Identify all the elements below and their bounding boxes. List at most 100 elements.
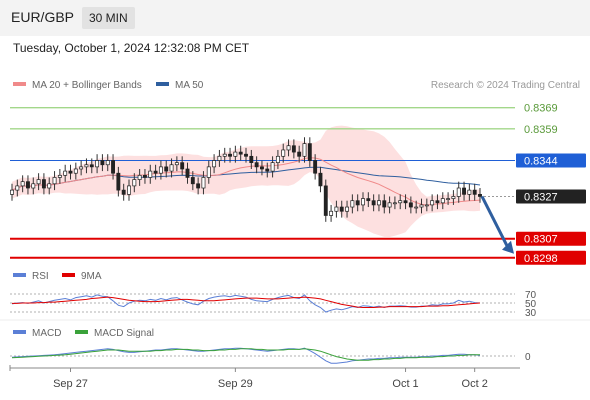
- candle: [57, 174, 62, 178]
- level-tag-4: [516, 231, 586, 246]
- timeframe-badge[interactable]: 30 MIN: [82, 7, 135, 29]
- candle: [318, 172, 323, 187]
- rsi-axis-label: 50: [525, 299, 537, 310]
- candle: [355, 200, 360, 206]
- candle: [10, 189, 14, 195]
- legend-ma20: MA 20 + Bollinger Bands: [13, 80, 142, 91]
- candle: [424, 204, 429, 207]
- candle: [127, 185, 131, 195]
- legend-ma50: MA 50: [156, 80, 203, 91]
- candle: [430, 200, 435, 206]
- legend-rsi: RSI: [13, 271, 49, 282]
- candle: [52, 177, 57, 185]
- legend-macd-signal-label: MACD Signal: [94, 328, 155, 339]
- candle: [36, 179, 41, 185]
- research-credit: Research © 2024 Trading Central: [430, 80, 580, 91]
- candle: [275, 155, 280, 163]
- candle: [121, 189, 126, 195]
- legend-rsi-9ma: 9MA: [62, 271, 102, 282]
- candle: [254, 162, 259, 168]
- candle: [89, 164, 94, 168]
- candle: [158, 166, 163, 174]
- candle: [68, 170, 73, 174]
- candle: [111, 160, 115, 174]
- level-label-2: 0.8344: [524, 156, 558, 168]
- candle: [233, 151, 238, 157]
- legend-ma20-label: MA 20 + Bollinger Bands: [32, 80, 142, 91]
- candle: [228, 153, 232, 157]
- candle: [345, 206, 349, 212]
- rsi-series-9ma: [12, 296, 481, 308]
- forecast-arrow-line: [480, 195, 510, 249]
- candle: [313, 160, 318, 174]
- rsi-axis-label: 70: [525, 290, 537, 301]
- candle: [105, 160, 110, 166]
- level-tag-3: [516, 189, 586, 204]
- ma20-line: [11, 157, 481, 206]
- candle: [286, 145, 291, 151]
- candle: [201, 177, 206, 189]
- legend-macd-signal-swatch: [75, 330, 88, 335]
- candle: [392, 202, 397, 205]
- forecast-arrow-head: [502, 240, 514, 254]
- candle: [467, 189, 472, 195]
- candle: [249, 155, 254, 163]
- candle: [206, 166, 211, 178]
- candle: [478, 194, 482, 197]
- candle: [148, 170, 153, 178]
- candle: [100, 160, 105, 166]
- candle: [222, 153, 227, 157]
- legend-macd-label: MACD: [32, 328, 62, 339]
- timestamp: Tuesday, October 1, 2024 12:32:08 PM CET: [13, 41, 250, 55]
- candle: [291, 145, 296, 153]
- candle: [265, 168, 270, 172]
- candle: [361, 198, 365, 206]
- candle: [387, 202, 392, 208]
- legend-rsi-label: RSI: [32, 271, 49, 282]
- candle: [462, 187, 466, 195]
- candle: [456, 187, 461, 197]
- x-tick-label: Oct 2: [462, 378, 488, 390]
- legend-macd-signal: MACD Signal: [75, 328, 154, 339]
- candle: [440, 198, 445, 204]
- candle: [137, 174, 142, 180]
- candle: [132, 179, 137, 187]
- candle: [270, 162, 275, 172]
- legend-9ma-swatch: [62, 273, 75, 278]
- candle: [217, 155, 222, 161]
- candle: [174, 162, 179, 166]
- candle: [196, 183, 201, 189]
- level-tag-5: [516, 250, 586, 265]
- candle: [47, 183, 52, 189]
- header-bar: EUR/GBP 30 MIN: [0, 0, 590, 36]
- level-tag-2: [516, 153, 586, 168]
- candle: [377, 200, 381, 206]
- candle: [63, 170, 68, 176]
- level-label-0: 0.8369: [524, 103, 558, 115]
- candle: [408, 202, 413, 208]
- candle: [334, 206, 339, 212]
- macd-axis-label: 0: [525, 352, 531, 363]
- legend-ma50-swatch: [156, 82, 169, 87]
- candle: [73, 168, 78, 174]
- candle: [169, 164, 174, 172]
- level-label-4: 0.8307: [524, 234, 558, 246]
- candle: [79, 166, 84, 170]
- level-label-3: 0.8327: [524, 191, 558, 203]
- candle: [260, 166, 264, 170]
- x-tick-label: Sep 29: [218, 378, 253, 390]
- candle: [472, 189, 477, 195]
- candle: [414, 206, 419, 209]
- level-label-5: 0.8298: [524, 253, 558, 265]
- legend-rsi-swatch: [13, 273, 26, 278]
- candle: [26, 181, 30, 189]
- symbol-label: EUR/GBP: [11, 9, 75, 25]
- candle: [366, 198, 371, 202]
- candle: [31, 183, 36, 189]
- candle: [382, 200, 387, 208]
- candle: [153, 170, 158, 174]
- candle: [403, 200, 408, 204]
- candle: [15, 185, 20, 191]
- candle: [302, 143, 307, 157]
